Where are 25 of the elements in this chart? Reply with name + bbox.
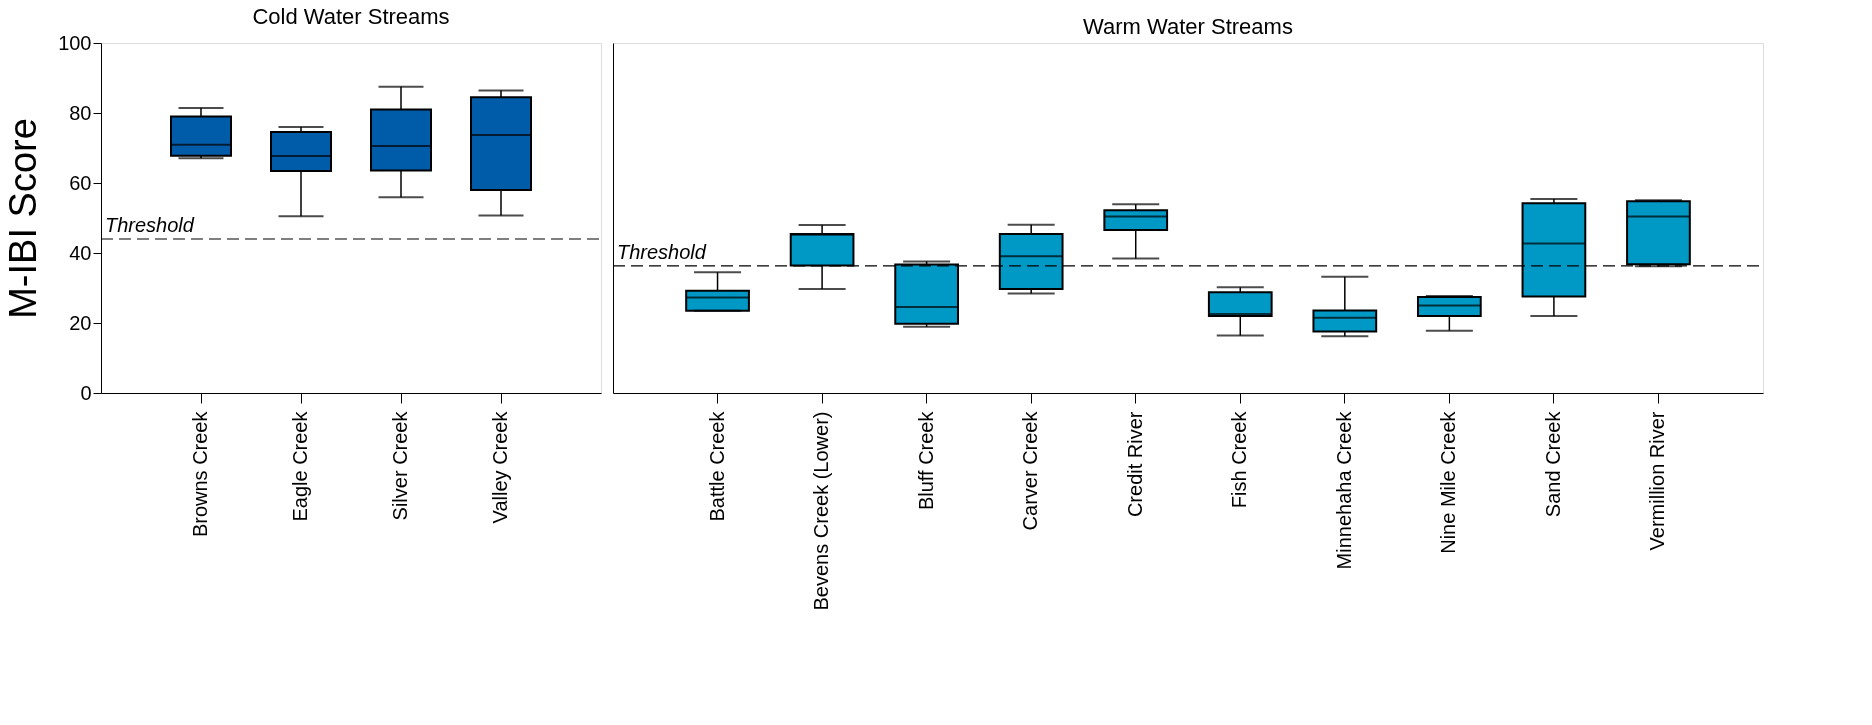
x-tick-label: Carver Creek xyxy=(1019,410,1042,531)
y-tick-label: 80 xyxy=(69,101,92,124)
x-tick-label: Credit River xyxy=(1123,411,1146,518)
y-tick-label: 60 xyxy=(69,171,92,194)
y-tick-label: 0 xyxy=(80,381,92,404)
chart-title: Warm Water Streams xyxy=(1083,14,1293,39)
x-tick-label: Browns Creek xyxy=(189,410,211,538)
y-axis-title: M-IBI Score xyxy=(2,118,45,319)
x-tick-label: Valley Creek xyxy=(489,410,511,524)
x-tick-label: Battle Creek xyxy=(705,410,728,522)
x-tick-label: Fish Creek xyxy=(1228,410,1251,509)
x-tick-label: Bevens Creek (Lower) xyxy=(810,411,833,611)
x-tick-label: Nine Mile Creek xyxy=(1437,410,1460,554)
y-tick-label: 100 xyxy=(58,31,92,54)
x-tick-label: Bluff Creek xyxy=(914,410,937,511)
x-tick-label: Minnehaha Creek xyxy=(1332,410,1355,570)
x-tick-label: Silver Creek xyxy=(389,410,411,521)
y-tick-label: 40 xyxy=(69,241,92,264)
y-tick-label: 20 xyxy=(69,311,92,334)
x-tick-label: Eagle Creek xyxy=(289,410,311,522)
ref-line-label: Threshold xyxy=(105,214,195,236)
chart-title: Cold Water Streams xyxy=(252,4,450,29)
x-tick-label: Vermillion River xyxy=(1646,411,1669,551)
ref-line-label: Threshold xyxy=(617,240,707,263)
x-tick-label: Sand Creek xyxy=(1541,410,1564,518)
